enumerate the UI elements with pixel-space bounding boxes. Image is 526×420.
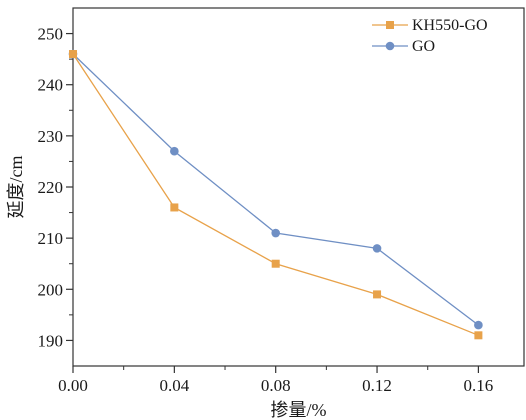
data-point (170, 203, 179, 212)
data-point (474, 320, 483, 330)
legend-label: GO (412, 38, 435, 55)
y-tick-label: 190 (38, 331, 64, 350)
x-tick-label: 0.00 (58, 376, 88, 395)
data-point (373, 290, 382, 299)
data-point (170, 146, 179, 156)
y-tick-label: 240 (38, 76, 64, 95)
series-go (72, 53, 479, 326)
y-axis-title: 延度/cm (6, 156, 26, 219)
legend: KH550-GO GO (372, 17, 488, 55)
y-tick-label: 210 (38, 229, 64, 248)
axes: 0.00 0.04 0.08 0.12 0.16 190 200 210 220 230 240 25… (38, 7, 525, 395)
y-tick-label: 250 (38, 25, 64, 44)
legend-marker (386, 21, 394, 29)
data-point (372, 244, 382, 253)
series-line (72, 53, 479, 336)
series-line (72, 53, 479, 326)
x-tick-label: 0.16 (464, 376, 494, 395)
series-kh550-go (72, 53, 479, 336)
legend-item: KH550-GO (372, 17, 488, 34)
series-markers (69, 50, 483, 340)
y-tick-label: 200 (38, 280, 64, 299)
series-markers (68, 49, 483, 330)
legend-marker (385, 41, 395, 51)
data-point (69, 50, 77, 59)
legend-item: GO (372, 38, 435, 55)
x-tick-label: 0.12 (362, 376, 392, 395)
x-axis-title: 掺量/% (271, 400, 327, 420)
x-tick-label: 0.08 (261, 376, 291, 395)
data-point (271, 259, 280, 268)
y-tick-label: 220 (38, 178, 64, 197)
x-tick-label: 0.04 (159, 376, 189, 395)
plot-frame (72, 7, 525, 367)
data-point (474, 331, 483, 340)
y-tick-label: 230 (38, 127, 64, 146)
legend-label: KH550-GO (412, 17, 488, 34)
series-layer (68, 49, 483, 340)
data-point (271, 228, 280, 238)
